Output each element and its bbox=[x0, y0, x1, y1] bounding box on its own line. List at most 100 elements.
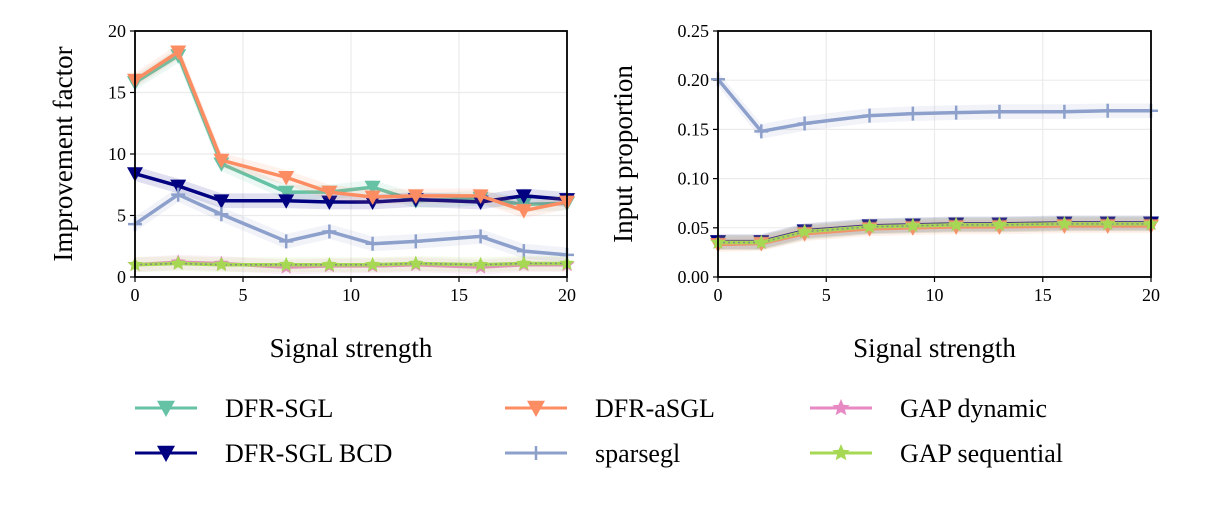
legend-item: DFR-SGL bbox=[135, 394, 333, 423]
data-point bbox=[278, 185, 295, 201]
data-point bbox=[797, 223, 813, 239]
series-line bbox=[716, 78, 1151, 134]
data-point bbox=[473, 229, 488, 244]
data-point bbox=[213, 256, 229, 272]
data-point bbox=[753, 234, 769, 249]
y-tick-label: 10 bbox=[108, 144, 126, 164]
legend-marker bbox=[529, 446, 543, 460]
x-tick-label: 5 bbox=[822, 285, 831, 305]
data-point bbox=[472, 189, 489, 204]
y-axis-label: Input proportion bbox=[608, 65, 638, 243]
legend-item: GAP dynamic bbox=[810, 394, 1047, 423]
confidence-band bbox=[135, 187, 567, 263]
legend-label: sparsegl bbox=[595, 439, 680, 468]
data-point bbox=[278, 194, 295, 209]
x-tick-label: 15 bbox=[450, 285, 468, 305]
data-point bbox=[905, 106, 920, 121]
data-point bbox=[1100, 215, 1116, 231]
data-point bbox=[905, 217, 921, 233]
axes-frame bbox=[717, 30, 1152, 278]
y-tick-label: 0.20 bbox=[678, 70, 710, 90]
legend-marker bbox=[527, 400, 545, 417]
x-axis-label: Signal strength bbox=[853, 333, 1016, 363]
y-tick-label: 0.05 bbox=[678, 218, 710, 238]
data-point bbox=[170, 179, 187, 194]
confidence-band bbox=[135, 48, 567, 212]
legend-label: DFR-SGL BCD bbox=[225, 439, 392, 468]
data-point bbox=[407, 189, 424, 204]
legend-label: GAP sequential bbox=[900, 439, 1063, 468]
data-point bbox=[171, 187, 186, 202]
data-point bbox=[797, 116, 812, 131]
plot-1: 0 5 10 15 20 0 5 10 15 20 Signal strength Improveme… bbox=[48, 21, 576, 363]
legend: DFR-SGL DFR-aSGL GAP dynamic DFR-SGL BCD spa… bbox=[135, 394, 1063, 468]
data-point bbox=[515, 189, 532, 204]
data-point bbox=[322, 224, 337, 239]
data-point bbox=[948, 216, 964, 232]
data-point bbox=[408, 255, 424, 270]
legend-marker bbox=[832, 399, 850, 416]
data-point bbox=[321, 195, 338, 210]
data-point bbox=[1100, 103, 1115, 118]
data-point bbox=[516, 255, 532, 270]
legend-label: DFR-aSGL bbox=[595, 394, 715, 423]
data-point bbox=[278, 256, 294, 272]
legend-label: DFR-SGL bbox=[225, 394, 333, 423]
data-point bbox=[279, 234, 294, 249]
dotted-line bbox=[718, 223, 1151, 244]
y-tick-label: 15 bbox=[108, 83, 126, 103]
y-tick-label: 0.00 bbox=[678, 267, 710, 287]
dotted-line bbox=[134, 262, 567, 266]
series-line bbox=[134, 49, 568, 213]
data-point bbox=[365, 256, 381, 272]
y-tick-label: 20 bbox=[108, 21, 126, 41]
y-tick-label: 5 bbox=[117, 206, 126, 226]
series-gap-sequential bbox=[127, 255, 575, 273]
legend-label: GAP dynamic bbox=[900, 394, 1047, 423]
data-point bbox=[213, 153, 230, 169]
legend-item: GAP sequential bbox=[810, 439, 1063, 468]
axes-frame bbox=[134, 30, 568, 278]
series-dfr-asgl bbox=[127, 44, 575, 219]
data-point bbox=[364, 180, 381, 196]
x-tick-label: 15 bbox=[1034, 285, 1052, 305]
x-tick-label: 0 bbox=[714, 285, 723, 305]
data-point bbox=[321, 185, 338, 201]
y-tick-label: 0.10 bbox=[678, 169, 710, 189]
x-axis-label: Signal strength bbox=[270, 333, 433, 363]
x-tick-label: 20 bbox=[558, 285, 576, 305]
data-point bbox=[321, 256, 337, 272]
legend-marker bbox=[157, 445, 175, 462]
data-point bbox=[515, 204, 532, 219]
series-line bbox=[134, 192, 568, 257]
data-point bbox=[1057, 104, 1072, 119]
data-point bbox=[408, 234, 423, 249]
data-point bbox=[991, 216, 1008, 232]
series-sparsegl bbox=[711, 71, 1158, 139]
data-point bbox=[170, 255, 186, 270]
data-point bbox=[949, 105, 964, 120]
plot-2: 0 5 10 15 20 0.00 0.05 0.10 0.15 0.20 0.25 Signal s… bbox=[608, 21, 1160, 363]
data-point bbox=[214, 207, 229, 222]
data-point bbox=[992, 104, 1007, 119]
legend-item: sparsegl bbox=[505, 439, 680, 468]
legend-item: DFR-aSGL bbox=[505, 394, 715, 423]
data-point bbox=[861, 218, 878, 234]
x-tick-label: 10 bbox=[342, 285, 360, 305]
x-tick-label: 10 bbox=[926, 285, 944, 305]
legend-marker bbox=[832, 444, 850, 461]
x-tick-label: 20 bbox=[1142, 285, 1160, 305]
data-point bbox=[365, 236, 380, 251]
x-tick-label: 5 bbox=[239, 285, 248, 305]
data-point bbox=[473, 256, 489, 272]
data-point bbox=[364, 190, 381, 206]
y-tick-label: 0.15 bbox=[678, 119, 710, 139]
confidence-band bbox=[135, 166, 567, 210]
series-gap-sequential bbox=[710, 215, 1159, 250]
series-dfr-sgl-bcd bbox=[127, 166, 575, 210]
data-point bbox=[1056, 215, 1072, 231]
data-point bbox=[278, 170, 295, 186]
x-tick-label: 0 bbox=[131, 285, 140, 305]
series-line bbox=[134, 171, 568, 204]
